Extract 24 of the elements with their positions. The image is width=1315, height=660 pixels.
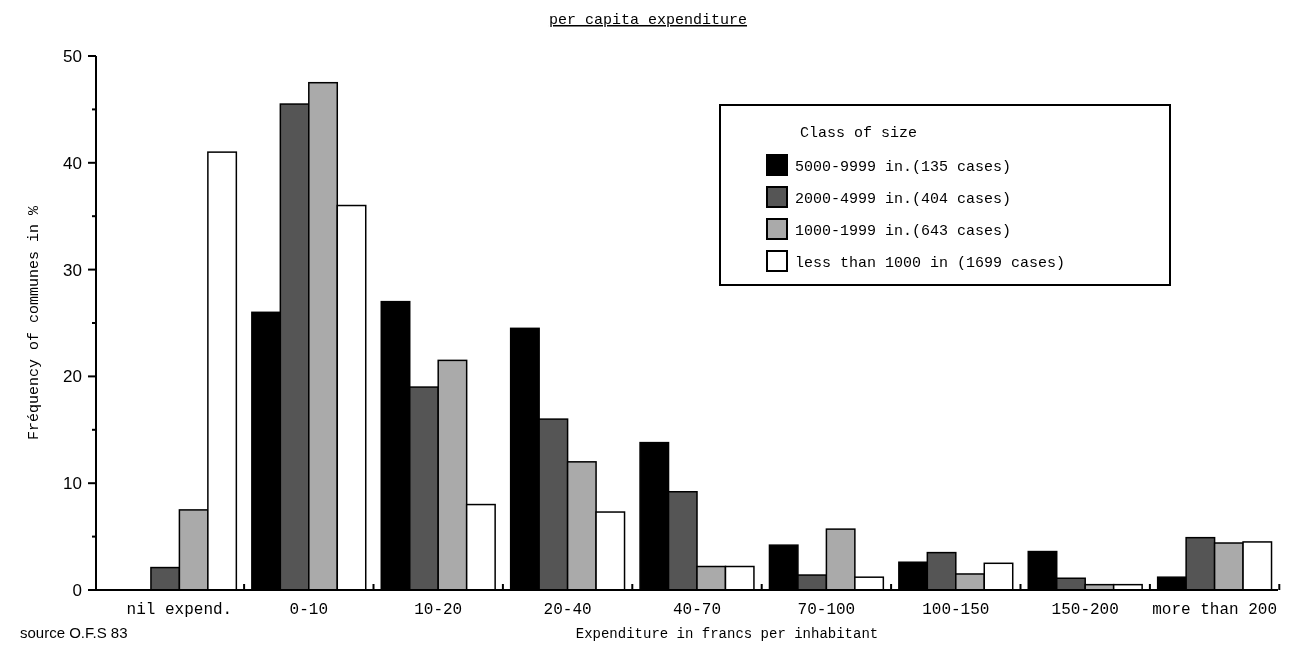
x-tick-label: 0-10: [289, 601, 329, 619]
legend-label: 1000-1999 in.(643 cases): [795, 223, 1012, 240]
x-tick-label: 150-200: [1051, 601, 1119, 619]
legend-label: 5000-9999 in.(135 cases): [795, 159, 1012, 176]
y-tick-label: 40: [63, 153, 82, 173]
source-note: source O.F.S 83: [20, 624, 128, 641]
y-tick-label: 50: [63, 46, 82, 66]
legend-label: 2000-4999 in.(404 cases): [795, 191, 1012, 208]
x-tick-label: nil expend.: [126, 601, 233, 619]
x-tick-label: 70-100: [797, 601, 856, 619]
x-tick-label: 40-70: [672, 601, 722, 619]
x-tick-label: more than 200: [1152, 601, 1278, 619]
x-tick-label: 20-40: [543, 601, 592, 619]
chart-title: per capita expenditure: [548, 12, 748, 29]
x-tick-label: 100-150: [922, 601, 990, 619]
y-tick-label: 20: [63, 367, 82, 387]
x-tick-label: 10-20: [414, 601, 463, 619]
legend-title: Class of size: [800, 125, 918, 142]
y-tick-label: 0: [72, 580, 82, 600]
x-axis-title: Expenditure in francs per inhabitant: [575, 626, 879, 642]
y-tick-label: 30: [63, 260, 82, 280]
y-axis-title: Fréquency of communes in %: [26, 204, 43, 441]
y-tick-label: 10: [63, 474, 82, 494]
legend-label: less than 1000 in (1699 cases): [795, 255, 1066, 272]
